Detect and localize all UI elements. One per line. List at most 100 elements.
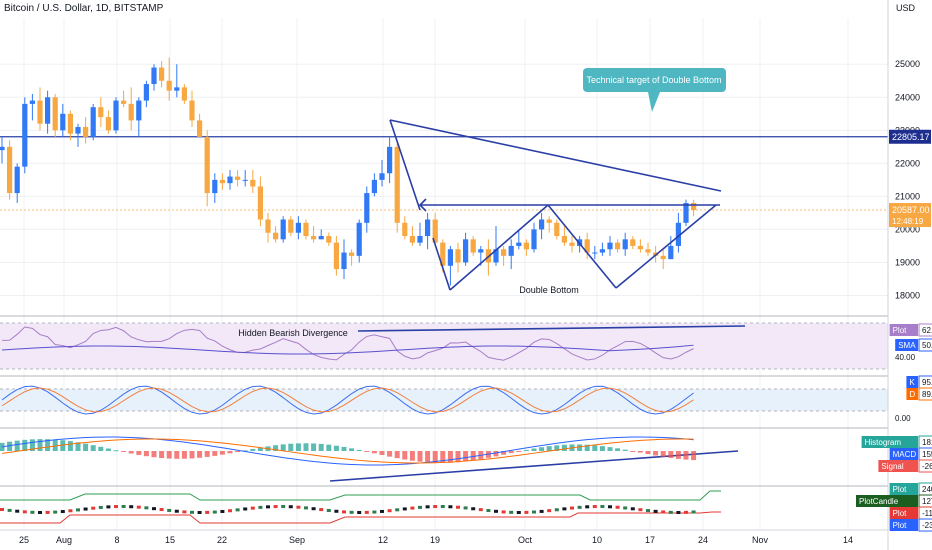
stoch-k-readout-value-bg bbox=[918, 375, 932, 389]
macd-histogram-bar bbox=[501, 451, 507, 455]
candle-body bbox=[470, 239, 476, 253]
macd-histogram-bar bbox=[166, 451, 172, 459]
candle-body bbox=[660, 255, 666, 260]
plotcandle-mark bbox=[516, 510, 521, 514]
candle-body bbox=[303, 222, 309, 237]
double-bottom-label: Double Bottom bbox=[519, 285, 579, 295]
candle-body bbox=[0, 146, 5, 151]
plotcandle-mark bbox=[478, 508, 483, 512]
time-tick-label: Oct bbox=[518, 535, 533, 545]
candle-body bbox=[417, 236, 423, 243]
rsi-tick-label: 40.00 bbox=[895, 353, 916, 362]
plotcandle-mark bbox=[38, 510, 42, 514]
plotcandle-mark bbox=[630, 507, 635, 511]
candle-body bbox=[371, 179, 377, 194]
candle-body bbox=[235, 176, 241, 180]
candle-body bbox=[143, 84, 149, 101]
candle-body bbox=[637, 245, 643, 250]
plot-lower-readout-label: Plot bbox=[893, 521, 908, 530]
currency-label: USD bbox=[896, 3, 916, 13]
macd-histogram-bar bbox=[577, 444, 583, 451]
descending-trendline bbox=[389, 119, 722, 192]
plot-upper-readout-label-bg bbox=[889, 483, 918, 495]
plotcandle-mark bbox=[547, 509, 552, 513]
macd-histogram-bar bbox=[113, 450, 119, 452]
candle-body bbox=[159, 67, 165, 81]
candle-body bbox=[341, 252, 347, 270]
macd-histogram-bar bbox=[105, 448, 111, 451]
stoch-d-readout-label-bg bbox=[906, 388, 918, 400]
candle-body bbox=[250, 179, 256, 187]
time-tick-label: 15 bbox=[165, 535, 175, 545]
horizontal-level-line[interactable] bbox=[0, 136, 888, 211]
macd-histogram-bar bbox=[546, 446, 552, 451]
candle-body bbox=[554, 222, 560, 237]
plotcandle-mark bbox=[661, 510, 666, 514]
candle-body bbox=[60, 113, 66, 131]
macd-histogram-bar bbox=[554, 445, 560, 451]
last-price-badge bbox=[889, 203, 931, 228]
plotcandle-mark bbox=[190, 510, 194, 514]
plotcandle-mark bbox=[562, 507, 567, 511]
candle-body bbox=[45, 97, 51, 124]
candle-body bbox=[212, 179, 218, 194]
candle-body bbox=[37, 100, 43, 124]
time-axis[interactable]: 25 Aug 8 15 22 Sep 12 19 Oct 10 17 24 Nov 14 bbox=[19, 535, 853, 545]
macd-hist-readout-label-bg bbox=[861, 436, 918, 448]
plotcandle-mark bbox=[0, 508, 4, 511]
candle-body bbox=[615, 242, 621, 250]
plotcandle-mark bbox=[554, 508, 559, 512]
plotcandle-mark bbox=[425, 505, 430, 509]
macd-histogram-bar bbox=[151, 451, 157, 458]
plotcandle-mark bbox=[539, 509, 544, 513]
plot-lower-readout-label-bg bbox=[889, 519, 918, 531]
symbol-title[interactable]: Bitcoin / U.S. Dollar, 1D, BITSTAMP bbox=[4, 3, 164, 14]
candle-body bbox=[508, 245, 514, 256]
macd-histogram-bar bbox=[303, 443, 309, 451]
candle-body bbox=[546, 219, 552, 223]
candle-body bbox=[318, 236, 324, 240]
candle-body bbox=[387, 146, 393, 174]
rsi-plot-readout-label-bg bbox=[889, 324, 918, 336]
plotcandle-mark bbox=[387, 509, 392, 513]
stoch-d-line bbox=[1, 387, 694, 413]
macd-histogram-bar bbox=[22, 439, 28, 451]
pattern-drawings[interactable] bbox=[329, 119, 746, 482]
plotcandle-mark bbox=[68, 509, 73, 513]
macd-readout-value-bg bbox=[918, 447, 932, 461]
macd-histogram-bar bbox=[128, 451, 134, 454]
time-tick-label: 24 bbox=[698, 535, 708, 545]
macd-histogram-bar bbox=[592, 445, 598, 451]
macd-histogram-bar bbox=[280, 444, 286, 451]
macd-histogram-bar bbox=[181, 451, 187, 459]
time-tick-label: 25 bbox=[19, 535, 29, 545]
callout-target[interactable]: Technical target of Double Bottom bbox=[583, 68, 726, 112]
candle-body bbox=[622, 239, 628, 250]
plotcandle-mark bbox=[668, 510, 673, 514]
plotcandle-mark bbox=[250, 506, 255, 510]
plotcandle-mark bbox=[167, 508, 172, 512]
time-tick-label: 19 bbox=[430, 535, 440, 545]
plotcandle-mark bbox=[288, 505, 293, 509]
level-price-label: 22805.17 bbox=[892, 132, 930, 142]
plotcandle-mark bbox=[509, 510, 514, 514]
plotcandle-mark bbox=[570, 506, 574, 510]
plotcandle-mark bbox=[311, 507, 316, 511]
plot-mid-readout-value-bg bbox=[918, 506, 932, 520]
last-price-countdown: 12:48:19 bbox=[892, 217, 924, 226]
macd-histogram-bar bbox=[607, 447, 613, 451]
candle-body bbox=[121, 100, 127, 104]
stoch-k-readout-label: K bbox=[909, 378, 915, 387]
plotcandle-mark bbox=[448, 505, 453, 509]
plotcandle-mark bbox=[380, 509, 384, 513]
plotcandle-mark bbox=[98, 505, 103, 509]
macd-histogram-bar bbox=[250, 448, 256, 451]
stoch-k-line bbox=[1, 385, 694, 415]
candle-body bbox=[561, 236, 567, 243]
macd-histogram-bar bbox=[52, 439, 58, 451]
stoch-tick-label: 0.00 bbox=[895, 414, 911, 423]
macd-histogram-bar bbox=[75, 442, 81, 451]
plotcandle-mark bbox=[418, 505, 422, 509]
